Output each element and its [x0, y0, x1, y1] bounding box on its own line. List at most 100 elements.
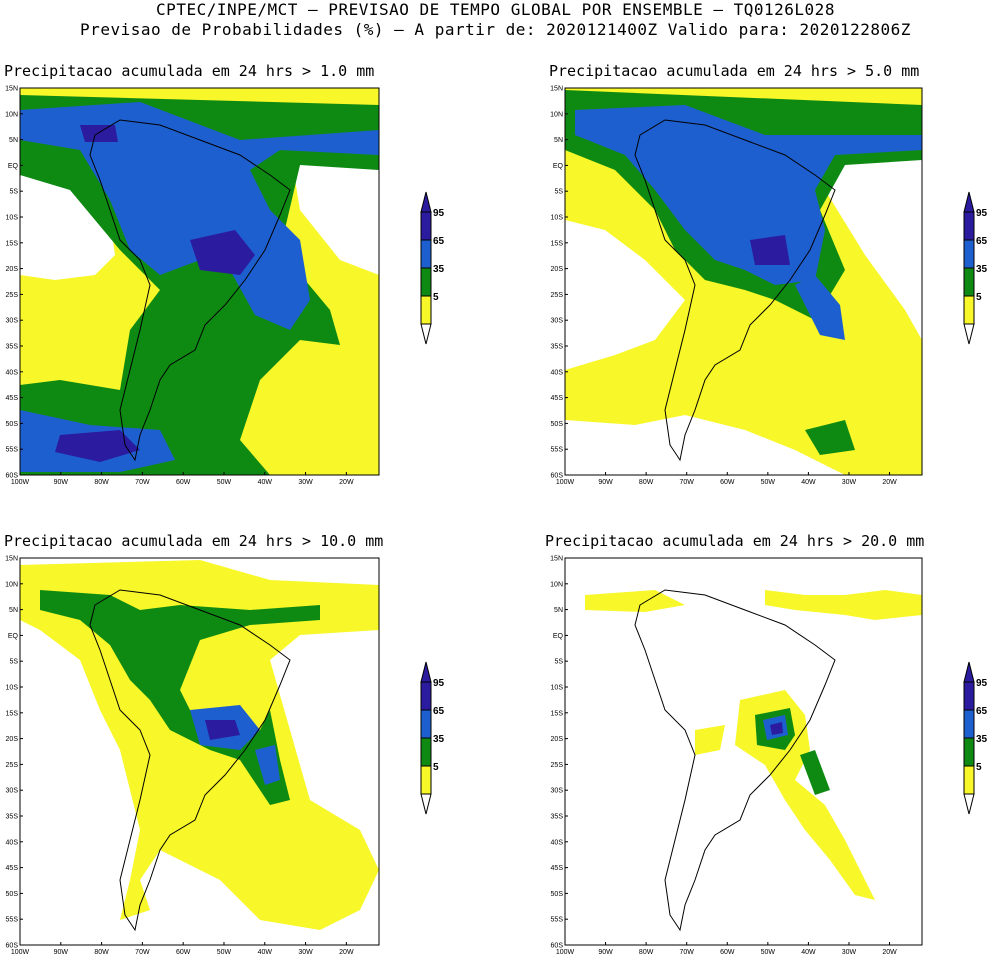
- lat-label: 40S: [6, 839, 19, 846]
- panel-4-title: Precipitacao acumulada em 24 hrs > 20.0 …: [545, 532, 925, 550]
- colorbar-top-arrow: [963, 661, 975, 683]
- colorbar-segment: [963, 681, 975, 711]
- colorbar-segment: [420, 737, 432, 767]
- colorbar-label: 5: [433, 292, 439, 303]
- lon-label: 30W: [298, 949, 313, 956]
- panel-1-title: Precipitacao acumulada em 24 hrs > 1.0 m…: [4, 62, 375, 80]
- lat-label: 5S: [554, 189, 563, 196]
- lat-tick-labels: 15N 10N 5N EQ 5S 10S 15S 20S 25S 30S 35S 40S 45S 50S 5…: [5, 86, 23, 480]
- map-panel-4: 15N 10N 5N EQ 5S 10S 15S 20S 25S 30S 35S 40S 45S 50S 5…: [550, 556, 988, 957]
- colorbar-bottom-arrow: [420, 793, 432, 815]
- lat-label: 5S: [9, 659, 18, 666]
- colorbar: 95 65 35 5: [420, 661, 445, 815]
- lat-label: 35S: [551, 344, 564, 351]
- lon-label: 70W: [135, 479, 150, 486]
- colorbar-label: 35: [976, 264, 988, 275]
- coastline: [89, 589, 291, 932]
- colorbar-label: 95: [976, 678, 988, 689]
- map-panel-1: 15N 10N 5N EQ 5S 10S 15S 20S 25S 30S 35S 40S 45S 50S 5…: [5, 86, 445, 487]
- colorbar-segment: [420, 709, 432, 739]
- colorbar-segment: [420, 211, 432, 241]
- lat-label: 35S: [6, 814, 19, 821]
- lon-label: 90W: [598, 949, 613, 956]
- map-frame: [564, 87, 923, 476]
- lon-label: 50W: [761, 949, 776, 956]
- lat-label: 20S: [551, 266, 564, 273]
- colorbar-label: 5: [976, 292, 982, 303]
- colorbar-segment: [420, 295, 432, 325]
- lat-label: 30S: [6, 788, 19, 795]
- lat-label: 60S: [551, 473, 564, 480]
- colorbar-bottom-arrow: [963, 793, 975, 815]
- lat-label: 40S: [6, 369, 19, 376]
- colorbar-label: 35: [433, 734, 445, 745]
- lat-label: 5N: [554, 607, 563, 614]
- precip-field: [565, 88, 922, 475]
- lon-label: 20W: [882, 949, 897, 956]
- lat-label: 10S: [6, 215, 19, 222]
- lat-label: 10S: [6, 685, 19, 692]
- lon-tick-labels: 100W 90W 80W 70W 60W 50W 40W 30W 20W: [556, 942, 897, 956]
- lat-tick-labels: 15N 10N 5N EQ 5S 10S 15S 20S 25S 30S 35S 40S 45S 50S 5…: [550, 86, 568, 480]
- lon-label: 100W: [11, 479, 30, 486]
- precip-field: [20, 88, 379, 475]
- lat-label: 55S: [6, 917, 19, 924]
- lon-label: 40W: [258, 479, 273, 486]
- lat-label: 15S: [6, 710, 19, 717]
- lat-label: 50S: [551, 421, 564, 428]
- coastline: [634, 119, 836, 462]
- lat-label: 60S: [6, 943, 19, 950]
- lat-label: 45S: [551, 865, 564, 872]
- lon-label: 90W: [54, 479, 69, 486]
- lat-label: 25S: [6, 762, 19, 769]
- lat-label: EQ: [8, 163, 19, 170]
- lat-label: 20S: [6, 266, 19, 273]
- colorbar-segment: [963, 765, 975, 795]
- lat-label: 15S: [6, 240, 19, 247]
- lat-label: 30S: [551, 318, 564, 325]
- lon-label: 20W: [339, 949, 354, 956]
- map-frame: [564, 557, 923, 946]
- lon-label: 20W: [882, 479, 897, 486]
- lon-label: 40W: [801, 479, 816, 486]
- lon-label: 30W: [842, 479, 857, 486]
- colorbar-segment: [420, 267, 432, 297]
- colorbar-top-arrow: [420, 661, 432, 683]
- colorbar-bottom-arrow: [963, 323, 975, 345]
- lon-label: 60W: [720, 479, 735, 486]
- colorbar-label: 65: [433, 236, 445, 247]
- lat-label: 45S: [551, 395, 564, 402]
- lat-label: 40S: [551, 369, 564, 376]
- lon-label: 80W: [94, 949, 109, 956]
- map-panel-2: 15N 10N 5N EQ 5S 10S 15S 20S 25S 30S 35S 40S 45S 50S 5…: [550, 86, 988, 487]
- lat-label: 50S: [6, 891, 19, 898]
- lat-label: 5N: [9, 137, 18, 144]
- colorbar-label: 5: [976, 762, 982, 773]
- colorbar-segment: [963, 239, 975, 269]
- lat-label: 15S: [551, 710, 564, 717]
- colorbar: 95 65 35 5: [963, 191, 988, 345]
- colorbar-label: 95: [976, 208, 988, 219]
- lat-label: 15N: [5, 556, 18, 563]
- lat-label: 35S: [6, 344, 19, 351]
- lon-label: 30W: [842, 949, 857, 956]
- panel-2-title: Precipitacao acumulada em 24 hrs > 5.0 m…: [549, 62, 920, 80]
- lon-label: 90W: [54, 949, 69, 956]
- lon-label: 80W: [94, 479, 109, 486]
- lat-label: EQ: [553, 633, 564, 640]
- lon-tick-labels: 100W 90W 80W 70W 60W 50W 40W 30W 20W: [556, 472, 897, 486]
- map-frame: [19, 557, 380, 946]
- lat-label: 10N: [5, 581, 18, 588]
- lon-label: 50W: [217, 479, 232, 486]
- lat-label: 20S: [6, 736, 19, 743]
- lon-label: 100W: [11, 949, 30, 956]
- colorbar-label: 95: [433, 208, 445, 219]
- lat-label: 5N: [9, 607, 18, 614]
- lon-label: 70W: [680, 949, 695, 956]
- lat-label: 45S: [6, 865, 19, 872]
- colorbar-top-arrow: [963, 191, 975, 213]
- colorbar-bottom-arrow: [420, 323, 432, 345]
- lat-label: 20S: [551, 736, 564, 743]
- lat-label: 60S: [551, 943, 564, 950]
- lat-tick-labels: 15N 10N 5N EQ 5S 10S 15S 20S 25S 30S 35S 40S 45S 50S 5…: [5, 556, 23, 950]
